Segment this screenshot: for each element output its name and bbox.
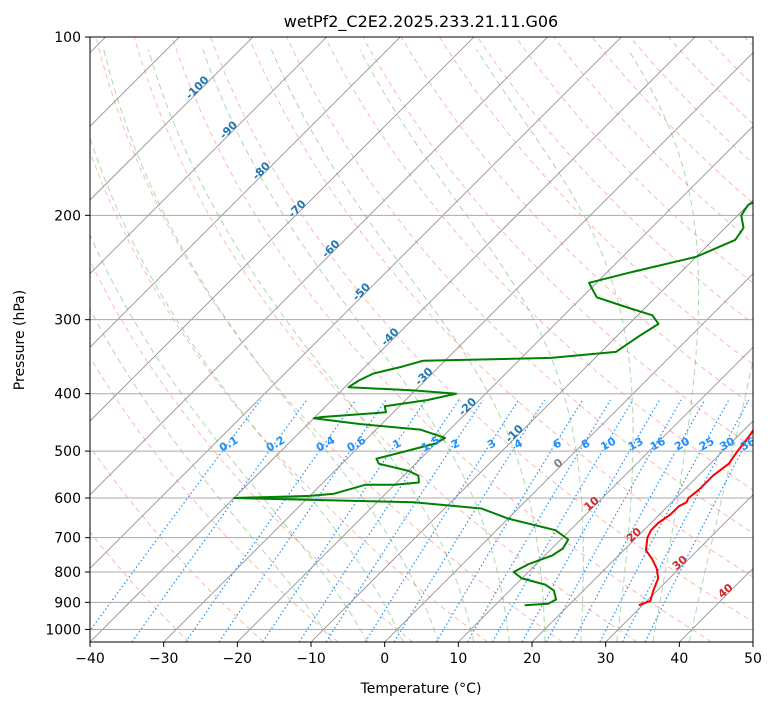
mixing-ratio-label: 36: [738, 434, 758, 453]
moist-adiabat: [476, 49, 634, 642]
y-tick-label: 400: [54, 387, 81, 403]
mixing-ratio-line: [572, 399, 706, 642]
x-tick-label: 10: [449, 651, 467, 667]
theta-label: 30: [670, 553, 690, 573]
dry-adiabat: [133, 37, 638, 642]
isotherm-label: -90: [217, 118, 240, 141]
moist-adiabat: [359, 49, 584, 642]
dry-adiabat: [210, 37, 753, 623]
isotherm: [752, 641, 753, 642]
isotherm-label: -30: [412, 365, 435, 388]
dry-adiabat: [90, 259, 414, 642]
isotherm-label: -40: [378, 325, 401, 348]
x-tick-label: 40: [670, 651, 688, 667]
x-tick-label: −40: [75, 651, 105, 667]
isotherm: [679, 567, 753, 642]
theta-label: 10: [582, 494, 602, 514]
dry-adiabat: [668, 37, 753, 125]
y-axis-title: Pressure (hPa): [12, 290, 28, 390]
dry-adiabat: [90, 531, 190, 642]
dry-adiabat: [515, 37, 753, 284]
x-axis-title: Temperature (°C): [360, 681, 482, 697]
moist-adiabat: [688, 358, 753, 642]
mixing-ratio-line: [185, 399, 357, 642]
moist-adiabat: [627, 49, 700, 642]
mixing-ratio-line: [621, 399, 750, 642]
isotherm-label: -70: [285, 197, 308, 220]
moist-adiabat: [270, 49, 546, 642]
isotherm-label: -60: [319, 237, 342, 260]
dry-adiabat: [591, 37, 753, 204]
isotherm: [90, 37, 327, 275]
isotherm: [90, 37, 622, 569]
mixing-ratio-line: [218, 399, 387, 642]
profile-line-1: [233, 201, 753, 607]
mixing-ratio-line: [393, 399, 546, 642]
plot-frame: [89, 36, 754, 643]
x-tick-label: 50: [744, 651, 762, 667]
dry-adiabat: [744, 37, 753, 47]
moist-adiabat: [147, 49, 475, 642]
isotherm: [531, 420, 753, 642]
dry-adiabat: [553, 37, 753, 244]
isotherm: [90, 37, 401, 348]
theta-label: 20: [624, 525, 644, 545]
dry-adiabat: [248, 37, 753, 578]
x-tick-label: −30: [149, 651, 179, 667]
moist-adiabat: [202, 49, 510, 642]
dry-adiabat: [706, 37, 753, 86]
isotherm-label: -20: [456, 395, 479, 418]
isotherm: [605, 494, 753, 642]
moist-adiabat: [90, 308, 333, 642]
mixing-ratio-line: [644, 428, 753, 642]
isotherm: [90, 37, 696, 642]
dry-adiabat: [438, 37, 753, 365]
isotherm: [163, 52, 753, 642]
y-tick-label: 900: [54, 595, 81, 611]
x-tick-label: −20: [223, 651, 253, 667]
isotherm: [310, 199, 753, 642]
mixing-ratio-label: 2: [449, 437, 462, 452]
y-tick-label: 200: [54, 208, 81, 224]
y-tick-label: 100: [54, 30, 81, 46]
mixing-ratio-label: 8: [579, 437, 592, 452]
x-tick-label: −10: [296, 651, 326, 667]
isotherm: [237, 125, 753, 642]
isotherm: [384, 273, 753, 642]
isotherm-label: -50: [350, 280, 373, 303]
profile-line-0: [638, 428, 753, 607]
dry-adiabat: [90, 150, 488, 642]
y-tick-label: 300: [54, 313, 81, 329]
moist-adiabat: [90, 233, 369, 642]
dry-adiabat: [286, 37, 753, 534]
x-tick-label: 20: [523, 651, 541, 667]
y-tick-label: 600: [54, 491, 81, 507]
moist-adiabat: [90, 136, 404, 642]
y-tick-label: 500: [54, 444, 81, 460]
mixing-ratio-line: [435, 399, 584, 642]
isotherm: [458, 346, 753, 642]
mixing-ratio-label: 3: [485, 437, 498, 452]
mixing-ratio-line: [491, 399, 634, 642]
y-tick-label: 800: [54, 565, 81, 581]
mixing-ratio-line: [325, 399, 484, 642]
dry-adiabat: [400, 37, 753, 407]
theta-label: 40: [715, 581, 735, 601]
y-tick-label: 700: [54, 531, 81, 547]
dry-adiabat: [95, 37, 563, 642]
mixing-ratio-line: [131, 399, 308, 642]
x-tick-label: 30: [597, 651, 615, 667]
y-tick-label: 1000: [45, 622, 81, 638]
isotherm: [90, 37, 254, 201]
isotherm: [90, 37, 548, 496]
dry-adiabat: [324, 37, 753, 491]
chart-title: wetPf2_C2E2.2025.233.21.11.G06: [284, 12, 558, 32]
isotherm: [90, 37, 475, 422]
x-tick-label: 0: [380, 651, 389, 667]
dry-adiabat: [90, 356, 339, 642]
mixing-ratio-line: [298, 399, 460, 642]
mixing-ratio-line: [262, 399, 427, 642]
